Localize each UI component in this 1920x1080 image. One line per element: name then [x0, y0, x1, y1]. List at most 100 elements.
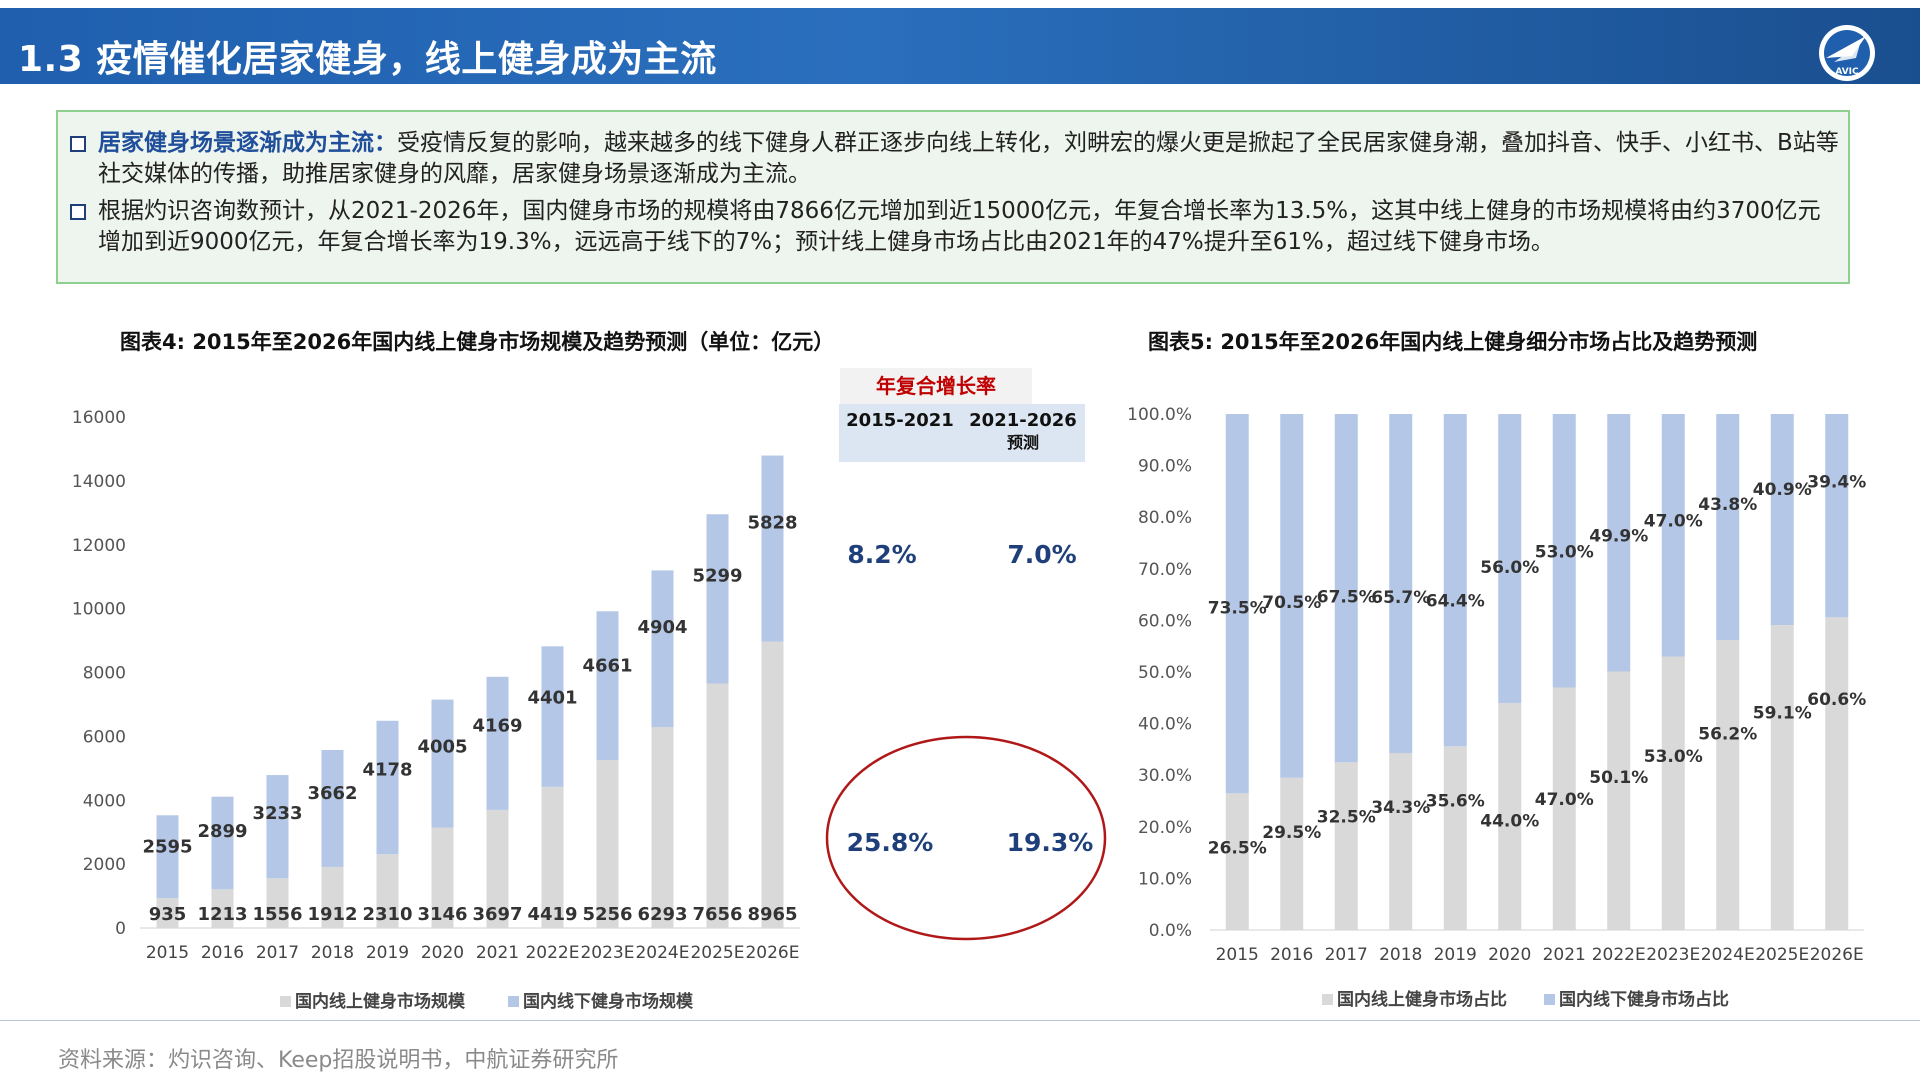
data-label: 56.2%: [1698, 725, 1757, 745]
avic-logo: AVIC: [1816, 22, 1878, 84]
bar-offline: [486, 676, 509, 810]
legend-swatch: [508, 996, 519, 1007]
cagr-header: 2015-2021 2021-2026 预测: [839, 404, 1085, 462]
y-tick-label: 6000: [83, 727, 126, 747]
data-label: 53.0%: [1535, 542, 1594, 562]
x-tick-label: 2020: [421, 943, 464, 963]
footer-divider: [0, 1020, 1920, 1021]
y-tick-label: 20.0%: [1138, 818, 1192, 838]
data-label: 59.1%: [1753, 704, 1812, 724]
bar-offline: [1716, 414, 1740, 641]
x-tick-label: 2015: [146, 943, 189, 963]
data-label: 1556: [252, 904, 302, 925]
data-label: 47.0%: [1644, 512, 1703, 532]
x-tick-label: 2025E: [1755, 945, 1809, 965]
legend-swatch: [1322, 994, 1333, 1005]
x-tick-label: 2026E: [745, 943, 799, 963]
legend-label: 国内线下健身市场规模: [523, 991, 694, 1012]
bar-online: [1334, 762, 1358, 930]
x-tick-label: 2025E: [690, 943, 744, 963]
bar-online: [1498, 702, 1522, 930]
data-label: 2595: [142, 836, 192, 857]
x-tick-label: 2022E: [525, 943, 579, 963]
bar-online: [596, 760, 619, 928]
cagr-online-2015-2021: 25.8%: [846, 828, 934, 857]
bar-offline: [1334, 414, 1358, 763]
bar-online: [266, 878, 289, 928]
bar-offline: [761, 455, 784, 642]
data-label: 29.5%: [1262, 823, 1321, 843]
bar-online: [1552, 687, 1576, 930]
cagr-offline-2015-2021: 8.2%: [847, 540, 917, 569]
bar-online: [1607, 671, 1631, 930]
legend-label: 国内线下健身市场占比: [1559, 989, 1729, 1010]
data-label: 4419: [527, 904, 577, 925]
bar-offline: [321, 749, 344, 867]
data-label: 56.0%: [1480, 558, 1539, 578]
page-title: 1.3 疫情催化居家健身，线上健身成为主流: [18, 39, 717, 80]
cagr-highlight-circle: [825, 735, 1107, 941]
y-tick-label: 0: [115, 919, 126, 939]
y-tick-label: 60.0%: [1138, 611, 1192, 631]
data-label: 44.0%: [1480, 811, 1539, 831]
y-tick-label: 2000: [83, 855, 126, 875]
data-label: 7656: [692, 904, 742, 925]
bar-online: [1716, 640, 1740, 930]
title-bar: 1.3 疫情催化居家健身，线上健身成为主流 AVIC: [0, 8, 1920, 84]
bar-online: [156, 898, 179, 928]
x-tick-label: 2019: [1434, 945, 1477, 965]
data-label: 3662: [307, 783, 357, 804]
chart4-stacked-bar: 0 2000 4000 6000 8000 10000 12000 14000 16000 935…: [72, 408, 800, 1012]
bar-offline: [1661, 414, 1685, 657]
bullet-1-text: 受疫情反复的影响，越来越多的线下健身人群正逐步向线上转化，刘畊宏的爆火更是掀起了…: [98, 130, 1839, 187]
bar-online: [1280, 777, 1304, 930]
x-tick-label: 2016: [201, 943, 244, 963]
data-label: 2310: [362, 904, 412, 925]
bar-offline: [1225, 414, 1249, 794]
data-label: 5828: [747, 513, 797, 534]
bar-online: [541, 786, 564, 928]
logo-text: AVIC: [1835, 67, 1859, 77]
bar-offline: [651, 570, 674, 728]
y-tick-label: 40.0%: [1138, 715, 1192, 735]
bar-offline: [541, 646, 564, 787]
bar-online: [706, 683, 729, 928]
chart4-title: 图表4: 2015年至2026年国内线上健身市场规模及趋势预测（单位：亿元）: [120, 330, 835, 354]
data-label: 65.7%: [1371, 588, 1430, 608]
bar-offline: [1389, 414, 1413, 754]
cagr-col2-line2: 预测: [1006, 433, 1039, 452]
chart5-title: 图表5: 2015年至2026年国内线上健身细分市场占比及趋势预测: [1148, 330, 1758, 354]
bar-online: [1443, 746, 1467, 930]
bar-offline: [1552, 414, 1576, 688]
bar-offline: [211, 796, 234, 890]
x-tick-label: 2023E: [1646, 945, 1700, 965]
bar-offline: [1825, 414, 1849, 618]
legend-label: 国内线上健身市场占比: [1337, 989, 1507, 1010]
bar-online: [321, 866, 344, 928]
x-tick-label: 2017: [1325, 945, 1368, 965]
y-tick-label: 30.0%: [1138, 766, 1192, 786]
data-label: 26.5%: [1208, 838, 1267, 858]
bullet-1: 居家健身场景逐渐成为主流：受疫情反复的影响，越来越多的线下健身人群正逐步向线上转…: [70, 128, 1840, 190]
bar-online: [211, 889, 234, 928]
x-tick-label: 2024E: [635, 943, 689, 963]
data-label: 3233: [252, 803, 302, 824]
bar-offline: [431, 699, 454, 828]
data-label: 73.5%: [1208, 598, 1267, 618]
data-label: 4169: [472, 715, 522, 736]
bullet-1-lead: 居家健身场景逐渐成为主流：: [98, 130, 397, 156]
bar-offline: [266, 775, 289, 879]
y-tick-label: 12000: [72, 536, 126, 556]
data-label: 64.4%: [1426, 591, 1485, 611]
y-tick-label: 10000: [72, 600, 126, 620]
data-label: 67.5%: [1317, 587, 1376, 607]
bar-offline: [1607, 414, 1631, 672]
x-tick-label: 2016: [1270, 945, 1313, 965]
bar-offline: [706, 514, 729, 684]
bar-online: [1661, 656, 1685, 930]
y-tick-label: 4000: [83, 791, 126, 811]
data-label: 8965: [747, 904, 797, 925]
x-tick-label: 2026E: [1810, 945, 1864, 965]
bar-offline: [1280, 414, 1304, 778]
bar-online: [376, 854, 399, 928]
